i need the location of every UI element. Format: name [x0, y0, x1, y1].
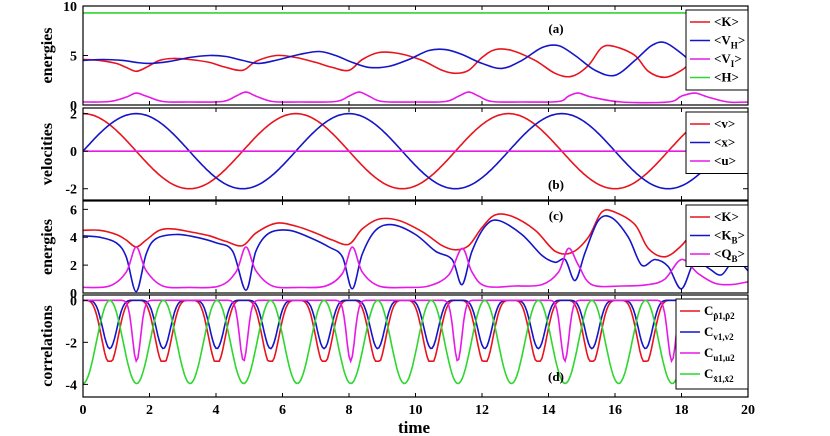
y-tick-label: 2: [70, 108, 77, 123]
panel-tag: (b): [548, 177, 564, 192]
x-tick-label: 2: [146, 403, 153, 418]
x-tick-label: 14: [542, 403, 556, 418]
legend: [685, 9, 749, 91]
y-tick-label: 0: [70, 99, 77, 114]
legend-label: <v>: [714, 116, 735, 131]
legend-label: <u>: [714, 153, 736, 168]
legend-label: <H>: [714, 70, 739, 85]
series-1-VI: [83, 91, 748, 104]
panel-tag: (c): [549, 208, 563, 223]
panel-3: 0 2 4 6 energies (c) <K> <KB><QB>: [39, 200, 749, 302]
y-axis-label: correlations: [39, 305, 56, 386]
panel-tag: (d): [548, 369, 564, 384]
panel-frame: [82, 5, 749, 106]
y-tick-label: 5: [70, 50, 77, 65]
y-tick-label: 10: [63, 0, 77, 15]
legend-label: <VI>: [714, 51, 742, 69]
y-axis-label: energies: [39, 219, 56, 275]
y-axis-label: energies: [39, 28, 56, 84]
y-tick-label: -2: [65, 336, 77, 351]
series-4-Cu: [83, 299, 748, 364]
x-tick-label: 4: [213, 403, 220, 418]
panel-2: -2 0 2 velocities (b) <v> <x> <u>: [39, 107, 749, 201]
series-3-K: [83, 209, 748, 262]
x-tick-label: 10: [409, 403, 423, 418]
legend-label: <KB>: [714, 228, 745, 246]
series-3-QB: [83, 246, 748, 289]
y-tick-label: 2: [70, 259, 77, 274]
legend-label: <VH>: [714, 33, 745, 51]
x-tick-label: 12: [475, 403, 489, 418]
series-3-KB: [83, 215, 748, 293]
y-tick-label: 0: [70, 287, 77, 302]
y-tick-label: 4: [70, 231, 77, 246]
series-2-x: [83, 112, 748, 190]
x-tick-label: 6: [279, 403, 286, 418]
x-tick-label: 16: [608, 403, 622, 418]
x-tick-label: 18: [675, 403, 689, 418]
series-4-Cx: [83, 299, 748, 385]
legend-label: <QB>: [714, 246, 745, 264]
legend-label: <K>: [714, 14, 739, 29]
x-tick-label: 20: [741, 403, 755, 418]
legend-label: <K>: [714, 209, 739, 224]
legend-label: <x>: [714, 135, 735, 150]
y-tick-label: -2: [65, 183, 77, 198]
x-tick-label: 0: [80, 403, 87, 418]
y-tick-label: -4: [65, 378, 77, 393]
panel-frame: [82, 200, 749, 294]
panel-tag: (a): [548, 21, 563, 36]
series-2-v: [83, 112, 748, 190]
y-tick-label: 0: [70, 145, 77, 160]
y-axis-label: velocities: [39, 123, 56, 185]
series-1-K: [83, 44, 748, 82]
x-tick-label: 8: [346, 403, 353, 418]
y-tick-label: 6: [70, 203, 77, 218]
x-axis-label: time: [398, 418, 431, 436]
panel-1: 0 5 10 energies (a) <K> <VH><VI><H>: [39, 0, 749, 114]
y-tick-label: 0: [70, 294, 77, 309]
series-1-VH: [83, 40, 748, 78]
